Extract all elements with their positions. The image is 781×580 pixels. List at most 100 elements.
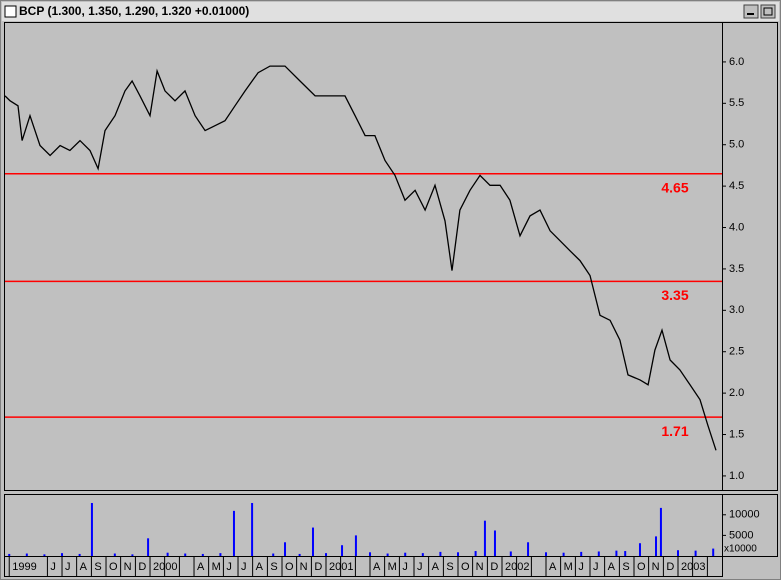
volume-bar [184, 553, 187, 556]
volume-bar [61, 553, 64, 556]
volume-bar [43, 554, 46, 556]
x-tick-label: D [314, 561, 322, 573]
x-tick-label: O [637, 561, 646, 573]
volume-plot [4, 494, 723, 557]
y-tick-label: 1.0 [729, 470, 744, 482]
volume-bar [527, 542, 530, 556]
y-tick-label: 6.0 [729, 56, 744, 68]
volume-bar [284, 542, 287, 556]
x-tick-label: S [94, 561, 101, 573]
volume-bar [597, 551, 600, 556]
volume-bar [712, 548, 715, 556]
y-tick-label: 4.5 [729, 180, 744, 192]
x-tick-label: N [652, 561, 660, 573]
volume-bar [638, 543, 641, 556]
x-tick-label: M [564, 561, 573, 573]
x-tick-label: J [593, 561, 599, 573]
title-bar [2, 2, 779, 21]
volume-bar [311, 527, 314, 556]
volume-bar [78, 553, 81, 556]
x-tick-label: J [226, 561, 232, 573]
x-tick-label: J [50, 561, 56, 573]
volume-bar [325, 553, 328, 556]
price-line [4, 65, 717, 451]
volume-bar [386, 553, 389, 556]
x-tick-label: A [256, 561, 264, 573]
volume-bar [8, 553, 11, 556]
x-tick-label: A [80, 561, 88, 573]
y-tick-label: 5.5 [729, 97, 744, 109]
volume-bar [439, 551, 442, 556]
maximize-button[interactable] [760, 4, 776, 19]
volume-bar [166, 552, 169, 556]
minimize-button[interactable] [743, 4, 759, 19]
volume-bar [677, 550, 680, 556]
x-tick-label: J [402, 561, 408, 573]
volume-bar [147, 538, 150, 556]
volume-bar [545, 552, 548, 556]
x-tick-label: 2000 [153, 561, 177, 573]
volume-bar [562, 552, 565, 556]
x-tick-label: S [622, 561, 629, 573]
x-tick-label: A [608, 561, 616, 573]
x-tick-label: D [138, 561, 146, 573]
x-tick-label: M [388, 561, 397, 573]
volume-bar [493, 530, 496, 556]
volume-bar [659, 507, 662, 556]
volume-bar [474, 551, 477, 556]
x-tick-label: J [578, 561, 584, 573]
volume-bar [201, 553, 204, 556]
volume-bar [113, 553, 116, 556]
x-tick-label: A [432, 561, 440, 573]
volume-bar [219, 553, 222, 556]
volume-bar [90, 502, 93, 556]
x-tick-label: 2001 [329, 561, 353, 573]
level-label: 4.65 [661, 179, 688, 195]
y-tick-label: 3.5 [729, 263, 744, 275]
maximize-glyph [763, 7, 773, 16]
x-tick-label: M [212, 561, 221, 573]
volume-bar [694, 550, 697, 556]
x-tick-label: S [446, 561, 453, 573]
price-plot [4, 22, 723, 491]
volume-axis [722, 494, 778, 557]
x-axis [4, 556, 723, 577]
y-tick-label: 4.0 [729, 221, 744, 233]
volume-bar [131, 554, 134, 556]
x-tick-label: S [270, 561, 277, 573]
x-tick-label: 1999 [12, 561, 36, 573]
x-tick-label: D [490, 561, 498, 573]
volume-bar [354, 535, 357, 556]
volume-bar [483, 520, 486, 556]
volume-bar [580, 551, 583, 556]
x-tick-label: A [373, 561, 381, 573]
level-label: 1.71 [661, 423, 688, 439]
x-tick-label: O [461, 561, 470, 573]
x-tick-label: N [300, 561, 308, 573]
volume-bar [509, 551, 512, 556]
x-tick-label: A [197, 561, 205, 573]
price-axis [722, 22, 778, 491]
window-title: BCP (1.300, 1.350, 1.290, 1.320 +0.01000… [19, 4, 249, 18]
y-tick-label: 2.5 [729, 346, 744, 358]
volume-bar [251, 502, 254, 556]
x-tick-label: J [241, 561, 247, 573]
y-tick-label: 2.0 [729, 387, 744, 399]
volume-bar [298, 553, 301, 556]
x-tick-label: D [666, 561, 674, 573]
volume-bar [404, 552, 407, 556]
y-tick-label: 3.0 [729, 304, 744, 316]
y-unit-label: x10000 [724, 544, 757, 555]
x-tick-label: J [417, 561, 423, 573]
window-buttons [743, 4, 776, 19]
window-icon[interactable] [4, 5, 17, 18]
volume-bar [655, 536, 658, 556]
x-tick-label: 2002 [505, 561, 529, 573]
volume-bar [341, 545, 344, 556]
volume-bar [457, 552, 460, 556]
volume-bar [272, 553, 275, 556]
x-tick-label: O [285, 561, 294, 573]
y-tick-label: 10000 [729, 509, 760, 521]
volume-bar [624, 551, 627, 556]
